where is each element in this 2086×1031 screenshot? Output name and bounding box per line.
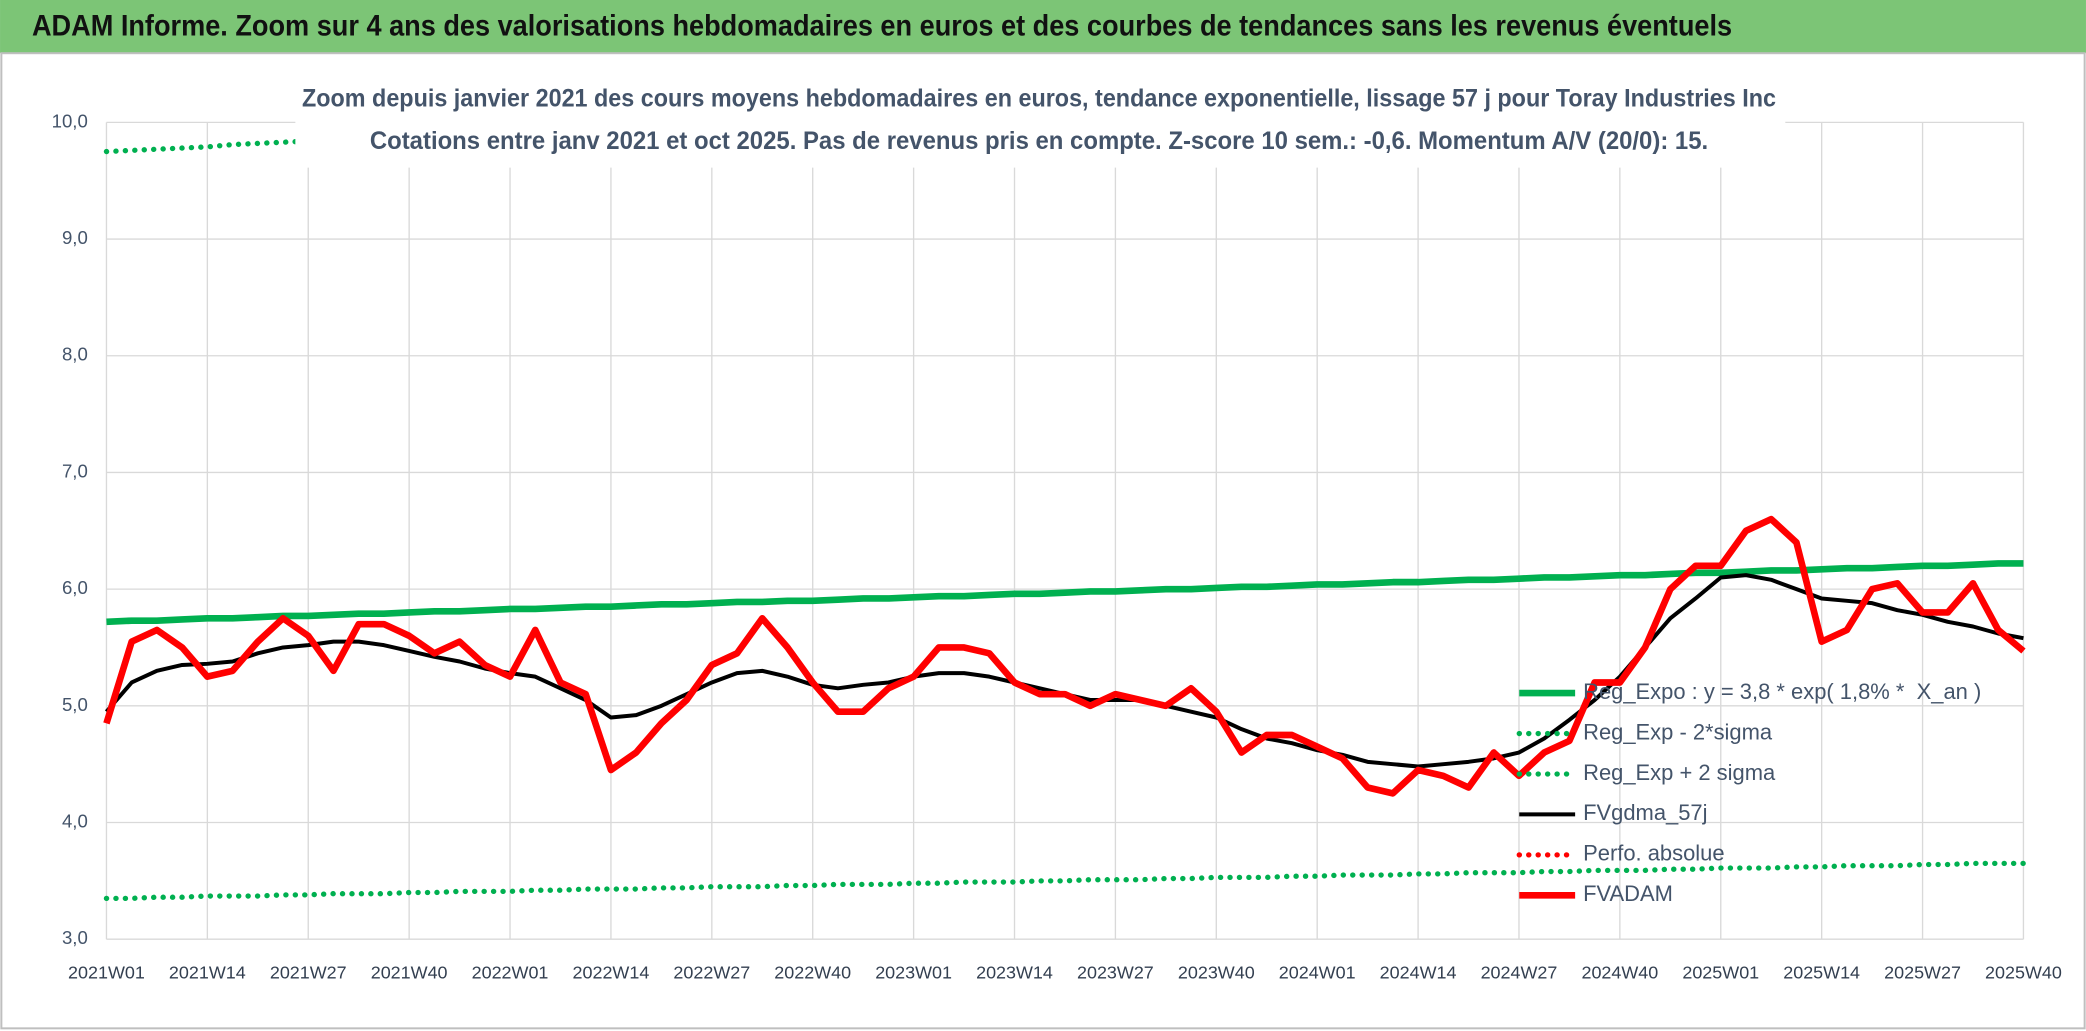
plot-area: 3,0 4,0 5,0 6,0 7,0 8,0 9,0 10,0 2021W01 2021W14 2… xyxy=(52,110,2062,983)
x-tick-label: 2023W27 xyxy=(1077,963,1154,983)
y-tick-label: 8,0 xyxy=(62,344,88,365)
y-tick-label: 5,0 xyxy=(62,694,88,715)
x-tick-label: 2025W01 xyxy=(1682,963,1759,983)
x-tick-label: 2025W40 xyxy=(1985,963,2062,983)
title-box xyxy=(295,77,1786,168)
header-title: ADAM Informe. Zoom sur 4 ans des valoris… xyxy=(32,11,1732,43)
legend-label: FVgdma_57j xyxy=(1583,800,1707,825)
x-tick-label: 2024W01 xyxy=(1279,963,1356,983)
x-tick-label: 2025W14 xyxy=(1783,963,1860,983)
series-line xyxy=(103,515,2026,797)
x-tick-label: 2022W27 xyxy=(673,963,750,983)
x-tick-label: 2023W14 xyxy=(976,963,1053,983)
x-tick-label: 2024W27 xyxy=(1481,963,1558,983)
y-tick-label: 4,0 xyxy=(62,810,88,831)
x-tick-label: 2021W01 xyxy=(68,963,145,983)
x-tick-label: 2022W40 xyxy=(774,963,851,983)
x-tick-label: 2022W14 xyxy=(573,963,650,983)
series-line xyxy=(106,560,2024,626)
chart-title: Zoom depuis janvier 2021 des cours moyen… xyxy=(302,84,1776,112)
x-tick-label: 2021W27 xyxy=(270,963,347,983)
legend: Reg_Expo : y = 3,8 * exp( 1,8% * X_an ) R… xyxy=(1516,679,1981,906)
x-tick-label: 2023W01 xyxy=(875,963,952,983)
header-bar xyxy=(0,0,2086,54)
y-tick-label: 7,0 xyxy=(62,460,88,481)
x-tick-label: 2023W40 xyxy=(1178,963,1255,983)
x-tick-label: 2024W40 xyxy=(1581,963,1658,983)
legend-label: Perfo. absolue xyxy=(1583,841,1724,866)
y-tick-label: 10,0 xyxy=(52,110,88,131)
legend-label: Reg_Expo : y = 3,8 * exp( 1,8% * X_an ) xyxy=(1583,679,1981,704)
y-tick-label: 9,0 xyxy=(62,227,88,248)
chart-frame xyxy=(0,52,2086,1030)
x-tick-label: 2025W27 xyxy=(1884,963,1961,983)
legend-label: FVADAM xyxy=(1583,881,1673,906)
x-tick-label: 2022W01 xyxy=(472,963,549,983)
x-tick-label: 2021W40 xyxy=(371,963,448,983)
x-tick-label: 2021W14 xyxy=(169,963,246,983)
x-tick-label: 2024W14 xyxy=(1380,963,1457,983)
chart-subtitle: Cotations entre janv 2021 et oct 2025. P… xyxy=(370,127,1708,155)
legend-label: Reg_Exp + 2 sigma xyxy=(1583,760,1776,785)
y-tick-label: 6,0 xyxy=(62,577,88,598)
series-line xyxy=(103,860,2027,902)
legend-label: Reg_Exp - 2*sigma xyxy=(1583,719,1773,744)
y-tick-label: 3,0 xyxy=(62,927,88,948)
